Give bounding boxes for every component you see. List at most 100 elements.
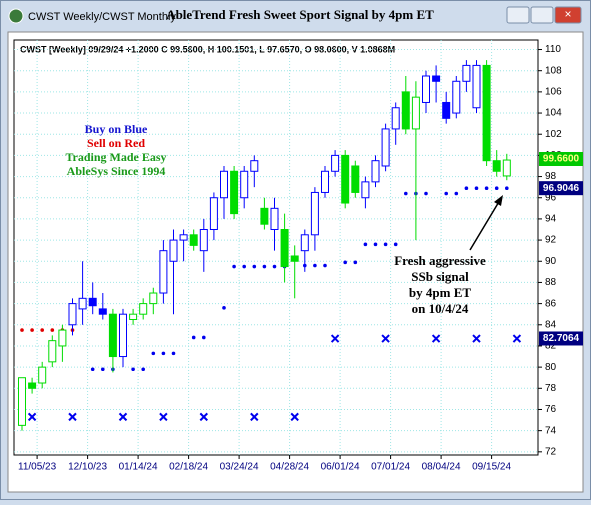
candle-body [341, 154, 350, 204]
blue-dots [191, 335, 196, 340]
candle-body [68, 303, 77, 326]
cross-signal [27, 412, 37, 422]
blue-dots [222, 306, 226, 310]
y-tick-label: 84 [545, 319, 557, 330]
blue-dots [444, 191, 449, 196]
price-label: 96.9046 [543, 183, 580, 194]
y-tick-label: 108 [545, 65, 562, 76]
minimize-button[interactable] [506, 6, 530, 24]
legend-text: Sell on Red [87, 136, 145, 150]
blue-dots [101, 367, 105, 372]
cross-signal [118, 412, 128, 422]
plot: 7274767880828486889092949698100102104106… [14, 40, 562, 473]
candle-body [108, 313, 117, 358]
candle-body [432, 75, 441, 82]
candle-body [88, 297, 97, 307]
blue-dots [262, 264, 267, 269]
y-tick-label: 102 [545, 129, 562, 140]
blue-dots [343, 260, 348, 265]
y-tick-label: 80 [545, 362, 557, 373]
cross-signal [68, 412, 77, 422]
candle-body [391, 107, 400, 130]
candle-body [129, 313, 138, 320]
y-tick-label: 72 [545, 446, 557, 457]
blue-dots [393, 242, 398, 247]
candle-body [78, 297, 87, 310]
x-tick-label: 11/05/23 [18, 462, 57, 473]
blue-dots [494, 186, 499, 191]
blue-dots [252, 264, 257, 269]
arrow-head [494, 195, 503, 206]
blue-dots [373, 242, 378, 247]
candle-body [28, 382, 37, 389]
annotation-arrow [469, 199, 501, 251]
close-button[interactable] [554, 6, 582, 24]
blue-dots [131, 367, 135, 372]
cross-signal [512, 334, 522, 343]
x-tick-label: 12/10/23 [68, 462, 107, 473]
blue-dots [202, 335, 206, 340]
x-tick-label: 06/01/24 [321, 462, 360, 473]
candle-body [240, 170, 249, 199]
y-tick-label: 86 [545, 298, 557, 309]
blue-dots [454, 191, 459, 196]
cross-signal [431, 334, 441, 343]
blue-dots [141, 367, 145, 372]
annotation: by 4pm ET [409, 285, 471, 300]
y-tick-label: 98 [545, 171, 557, 182]
blue-dots [363, 242, 368, 247]
candle-body [58, 329, 67, 347]
candle-body [280, 229, 289, 268]
candle-body [209, 197, 218, 231]
cross-signal [250, 412, 259, 422]
blue-dots [232, 264, 236, 269]
y-tick-label: 96 [545, 192, 557, 203]
price-label: 99.6600 [543, 154, 580, 165]
blue-dots [424, 191, 428, 196]
cross-signal [290, 412, 299, 422]
blue-dots [484, 186, 489, 191]
candle-body [290, 255, 299, 262]
candle-body [159, 250, 168, 294]
y-tick-label: 78 [545, 383, 557, 394]
blue-dots [474, 186, 479, 191]
price-label-box [539, 181, 583, 196]
candle-body [381, 128, 390, 167]
candle-body [119, 313, 127, 358]
candle-body [18, 377, 26, 426]
red-dots [30, 328, 34, 332]
candle-body [502, 159, 511, 177]
cross-signal [381, 334, 390, 343]
candle-body [230, 170, 239, 215]
red-dots [50, 328, 55, 332]
y-tick-label: 90 [545, 256, 557, 267]
maximize-button[interactable] [530, 6, 554, 24]
cross-signal [472, 334, 481, 343]
candle-body [270, 207, 279, 231]
y-tick-label: 74 [545, 425, 557, 436]
candle-body [452, 80, 461, 114]
red-dots [40, 328, 44, 332]
close-icon: × [564, 7, 571, 21]
blue-dots [90, 367, 95, 372]
candle-body [199, 229, 208, 252]
candle-body [189, 234, 198, 246]
candle-body [371, 160, 380, 183]
candle-body [169, 239, 178, 262]
price-label: 82.7064 [543, 333, 580, 344]
candle-body [472, 64, 481, 109]
candle-body [48, 340, 57, 363]
x-tick-label: 09/15/24 [472, 462, 511, 473]
candle-body [401, 91, 410, 130]
y-tick-label: 88 [545, 277, 557, 288]
chart-area [7, 31, 584, 493]
candle-body [260, 207, 269, 225]
candle-body [220, 170, 228, 199]
blue-dots [464, 186, 469, 191]
candle-body [321, 170, 329, 193]
y-tick-label: 106 [545, 87, 562, 98]
window-title: CWST Weekly/CWST Monthly [28, 11, 176, 23]
x-tick-label: 04/28/24 [270, 462, 309, 473]
blue-dots [404, 191, 408, 196]
